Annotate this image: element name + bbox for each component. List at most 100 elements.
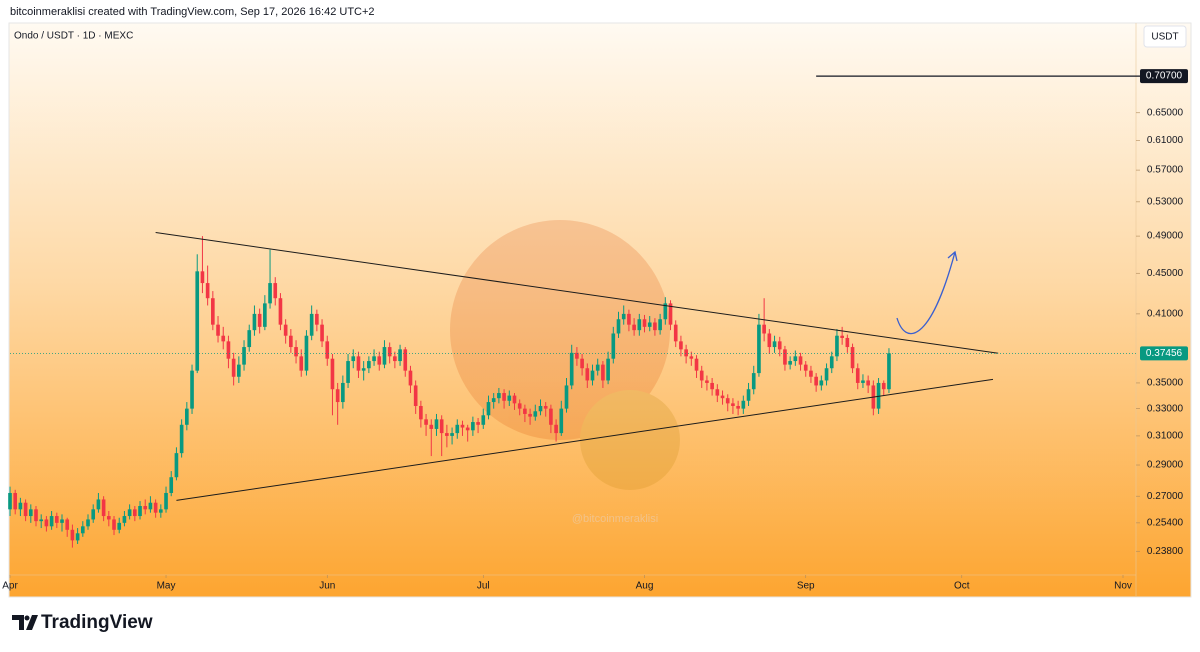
candle-body xyxy=(861,380,865,383)
candle-body xyxy=(772,341,777,348)
candle-body xyxy=(585,368,590,381)
logo-watermark xyxy=(450,220,680,490)
candle-body xyxy=(133,509,137,517)
candle-body xyxy=(543,405,548,409)
candle-body xyxy=(34,509,38,522)
candle-body xyxy=(112,519,116,530)
candle-body xyxy=(164,492,168,510)
candle-body xyxy=(304,335,309,371)
symbol-title: Ondo / USDT · 1D · MEXC xyxy=(14,31,133,42)
candle-body xyxy=(273,283,278,299)
candle-body xyxy=(335,389,340,403)
candle-body xyxy=(226,341,231,359)
candle-body xyxy=(476,422,480,425)
candle-body xyxy=(658,319,662,331)
candle-body xyxy=(523,408,527,414)
projection-arrow xyxy=(896,251,956,335)
candle-body xyxy=(96,499,101,510)
candle-body xyxy=(341,382,345,403)
chart-background xyxy=(8,22,1192,598)
candle-body xyxy=(106,516,111,520)
candle-body xyxy=(351,356,356,362)
watermark-text: @bitcoinmeraklisi xyxy=(572,513,658,525)
candle-body xyxy=(684,349,688,357)
candle-body xyxy=(294,347,298,357)
candle-body xyxy=(465,427,470,431)
y-tick-label: 0.35000 xyxy=(1147,378,1184,389)
y-tick-label: 0.57000 xyxy=(1147,165,1184,176)
candle-body xyxy=(528,413,532,417)
candle-body xyxy=(382,347,387,365)
candle-body xyxy=(767,333,772,348)
candle-body xyxy=(429,424,434,429)
candle-body xyxy=(143,506,148,510)
candle-body xyxy=(195,271,200,371)
candle-body xyxy=(252,313,257,331)
x-tick-label: May xyxy=(157,581,176,592)
y-tick-label: 0.31000 xyxy=(1147,431,1184,442)
candle-body xyxy=(512,395,517,404)
candle-body xyxy=(169,477,174,493)
candle-body xyxy=(39,519,44,522)
candle-body xyxy=(840,335,844,338)
candle-body xyxy=(647,322,652,327)
currency-box[interactable] xyxy=(1143,25,1187,48)
candle-body xyxy=(283,324,288,336)
candle-body xyxy=(653,322,657,331)
x-tick-label: Aug xyxy=(636,581,654,592)
candle-body xyxy=(580,358,584,369)
candle-body xyxy=(455,424,460,434)
candle-body xyxy=(8,492,12,510)
brand-name[interactable]: TradingView xyxy=(41,612,153,633)
candle-body xyxy=(148,502,153,510)
candle-body xyxy=(881,382,886,390)
arrow-head xyxy=(947,250,958,262)
candle-body xyxy=(569,352,574,386)
candle-body xyxy=(398,349,402,362)
candle-body xyxy=(507,395,512,401)
candle-body xyxy=(299,356,304,371)
candle-body xyxy=(559,408,564,434)
candle-body xyxy=(481,415,486,425)
candle-body xyxy=(372,356,376,362)
candle-body xyxy=(80,526,85,534)
candle-body xyxy=(606,358,610,381)
footer-logo[interactable] xyxy=(12,615,38,630)
candle-body xyxy=(153,502,158,513)
candle-body xyxy=(819,380,824,386)
candle-body xyxy=(44,519,49,527)
candle-body xyxy=(278,298,283,325)
candle-body xyxy=(101,499,106,517)
candle-body xyxy=(632,324,636,331)
candle-body xyxy=(413,385,418,406)
candle-body xyxy=(242,347,246,365)
candle-body xyxy=(221,335,226,342)
candle-body xyxy=(803,364,808,371)
candle-body xyxy=(762,324,766,334)
y-tick-label: 0.25400 xyxy=(1147,518,1184,529)
candle-body xyxy=(387,347,392,357)
candle-body xyxy=(65,519,70,530)
currency-label[interactable]: USDT xyxy=(1151,32,1178,43)
candle-body xyxy=(798,356,803,365)
candle-body xyxy=(689,356,694,359)
y-tick-label: 0.23800 xyxy=(1147,546,1184,557)
last-price-box xyxy=(1140,346,1188,361)
candle-body xyxy=(211,298,215,325)
candle-body xyxy=(268,283,272,304)
candle-body xyxy=(257,313,262,327)
candle-body xyxy=(346,361,350,383)
candle-body xyxy=(439,419,444,434)
candle-body xyxy=(887,353,891,390)
candle-body xyxy=(231,358,236,377)
candle-body xyxy=(497,393,501,399)
candle-body xyxy=(205,283,210,299)
candle-body xyxy=(590,370,595,381)
candle-body xyxy=(517,403,522,409)
candle-body xyxy=(694,358,699,371)
candle-body xyxy=(741,400,746,409)
candle-body xyxy=(190,370,194,409)
candle-body xyxy=(315,313,319,325)
